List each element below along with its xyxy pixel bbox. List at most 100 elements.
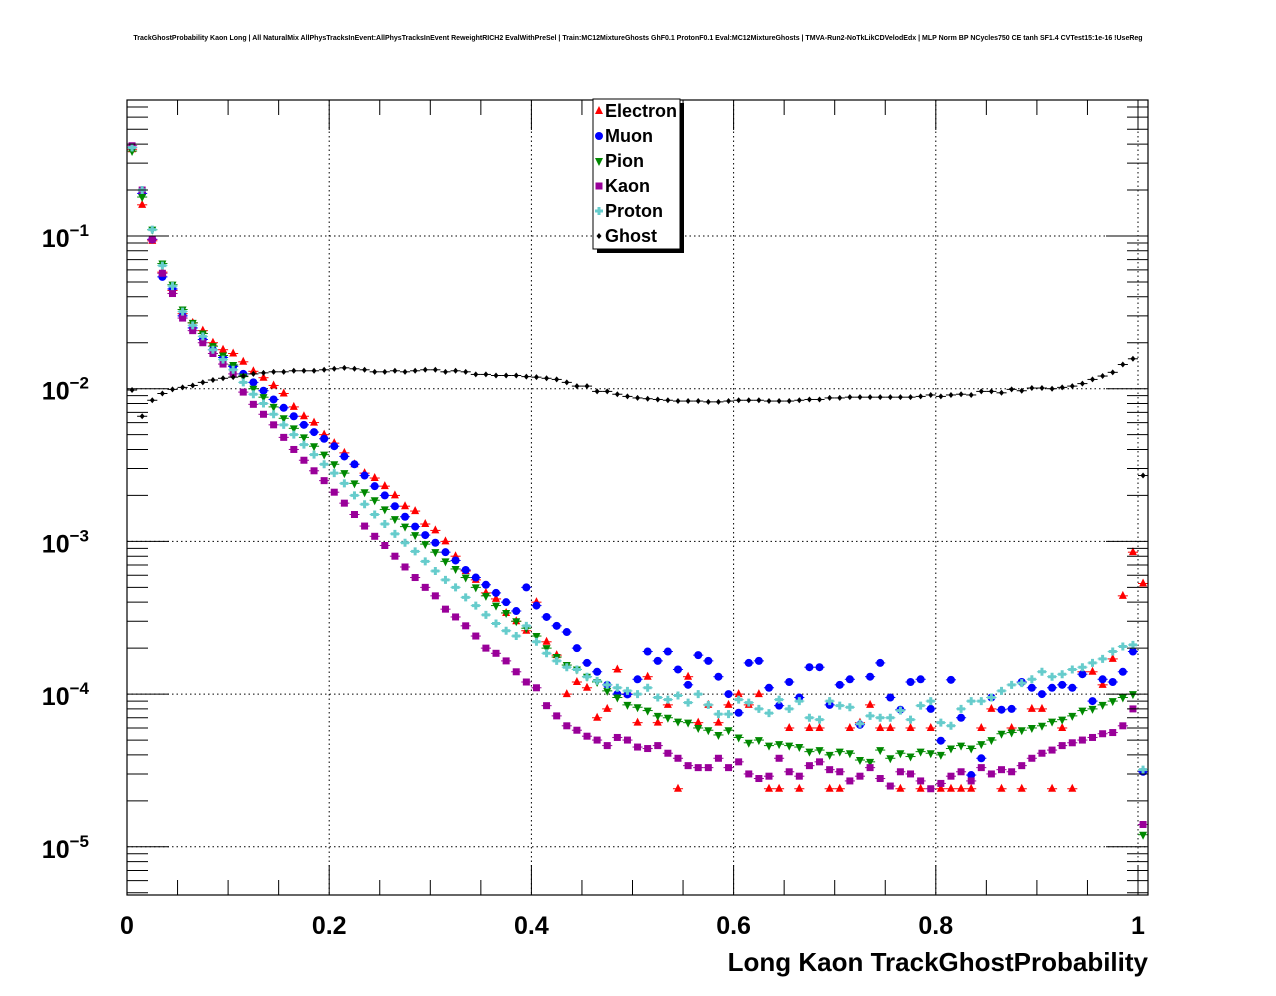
data-point — [764, 683, 773, 692]
data-point — [663, 647, 672, 656]
data-point — [977, 754, 986, 763]
data-point — [1130, 355, 1136, 362]
data-point — [754, 737, 763, 746]
data-point — [816, 758, 824, 766]
data-point — [906, 722, 915, 731]
data-point — [795, 697, 804, 706]
data-point — [968, 391, 974, 398]
data-point — [1108, 653, 1117, 662]
data-point — [805, 713, 814, 722]
data-point — [392, 367, 398, 374]
data-point — [330, 488, 338, 496]
data-point — [918, 393, 924, 400]
data-point — [826, 766, 834, 774]
data-point — [876, 658, 885, 667]
data-point — [401, 501, 410, 510]
series-proton — [127, 143, 1149, 774]
data-point — [694, 764, 702, 772]
data-point — [1027, 683, 1036, 692]
data-point — [916, 675, 925, 684]
data-point — [684, 719, 693, 728]
data-point — [695, 398, 701, 405]
data-point — [239, 388, 247, 396]
data-point — [1059, 384, 1065, 391]
data-point — [967, 745, 976, 754]
data-point — [835, 783, 844, 792]
data-point — [978, 388, 984, 395]
data-point — [482, 644, 490, 652]
data-point — [129, 387, 135, 394]
data-point — [906, 753, 915, 762]
data-point — [1139, 578, 1148, 587]
data-point — [1068, 665, 1077, 674]
data-point — [249, 366, 258, 375]
data-point — [835, 701, 844, 710]
data-point — [350, 511, 358, 519]
data-point — [946, 675, 955, 684]
data-point — [1037, 703, 1046, 712]
data-point — [876, 775, 884, 783]
data-point — [896, 783, 905, 792]
data-point — [583, 658, 592, 667]
data-point — [1048, 783, 1057, 792]
data-point — [289, 412, 298, 421]
data-point — [1048, 683, 1057, 692]
data-point — [735, 758, 743, 766]
data-point — [370, 482, 379, 491]
data-point — [603, 687, 612, 696]
data-point — [563, 722, 571, 730]
data-point — [1118, 694, 1127, 703]
data-point — [300, 456, 308, 464]
data-point — [645, 395, 651, 402]
data-point — [583, 682, 592, 691]
data-point — [412, 367, 418, 374]
data-point — [471, 573, 480, 582]
data-point — [502, 598, 511, 607]
data-point — [441, 558, 450, 567]
data-point — [704, 700, 713, 709]
data-point — [532, 633, 541, 642]
data-point — [896, 768, 904, 776]
data-point — [1078, 663, 1087, 672]
data-point — [259, 372, 268, 381]
data-point — [483, 371, 489, 378]
data-point — [431, 538, 440, 547]
data-point — [643, 683, 652, 692]
data-point — [291, 367, 297, 374]
data-point — [946, 721, 955, 730]
data-point — [310, 467, 318, 475]
data-point — [916, 701, 925, 710]
data-point — [533, 374, 539, 381]
data-point — [259, 386, 268, 395]
data-point — [1108, 647, 1117, 656]
data-point — [289, 401, 298, 410]
data-point — [513, 372, 519, 379]
data-point — [249, 385, 258, 394]
proton-marker-icon — [595, 207, 603, 215]
legend-label: Electron — [605, 101, 677, 121]
data-point — [1120, 361, 1126, 368]
data-point — [411, 532, 420, 541]
data-point — [198, 332, 207, 341]
data-point — [744, 739, 753, 748]
data-point — [1118, 590, 1127, 599]
data-point — [1037, 667, 1046, 676]
data-point — [1048, 746, 1056, 754]
data-point — [724, 710, 733, 719]
ghost-marker-icon — [596, 233, 602, 239]
data-point — [655, 396, 661, 403]
data-point — [471, 584, 480, 593]
data-point — [391, 552, 399, 560]
data-point — [421, 557, 430, 566]
data-point — [279, 403, 288, 412]
data-point — [1098, 701, 1107, 710]
data-point — [269, 410, 278, 419]
data-point — [148, 235, 156, 243]
data-point — [390, 502, 399, 511]
data-point — [542, 612, 551, 621]
data-point — [1007, 704, 1016, 713]
data-point — [1038, 749, 1046, 757]
data-point — [1027, 675, 1036, 684]
data-point — [876, 747, 885, 756]
data-point — [239, 356, 248, 365]
